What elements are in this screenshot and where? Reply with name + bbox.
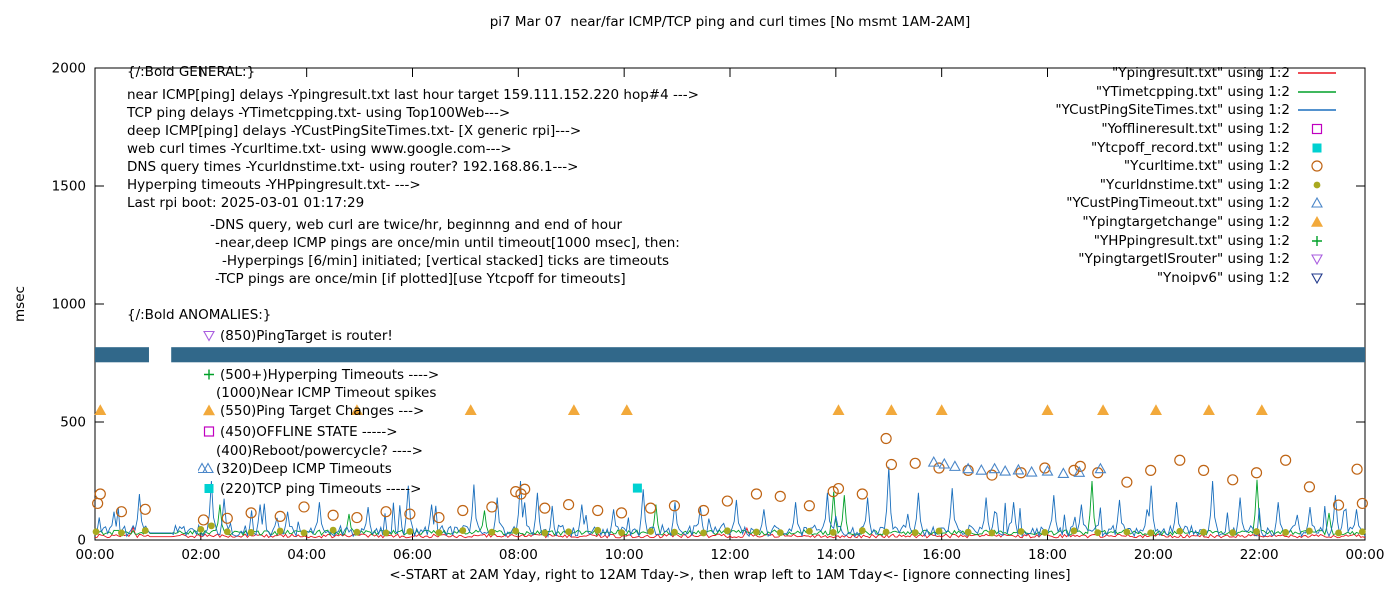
legend-item: "YCustPingSiteTimes.txt" using 1:2 [1055,101,1338,120]
x-tick-label: 12:00 [711,547,750,563]
series-line [94,466,1366,539]
legend-sample-icon [1311,123,1323,135]
legend-sample-icon [1311,254,1323,266]
y-tick-label: 500 [60,415,86,431]
x-axis-label: <-START at 2AM Yday, right to 12AM Tday-… [389,567,1071,583]
x-tick-label: 06:00 [393,547,432,563]
x-tick-label: 22:00 [1240,547,1279,563]
legend-item: "YTimetcpping.txt" using 1:2 [1055,83,1338,102]
legend-sample-icon [1311,160,1323,172]
legend-item: "YHPpingresult.txt" using 1:2 [1055,231,1338,250]
legend-label: "Yofflineresult.txt" using 1:2 [1101,121,1290,138]
x-tick-label: 04:00 [287,547,326,563]
legend-sample-icon [1312,235,1322,246]
y-tick-label: 0 [77,533,86,549]
x-tick-label: 10:00 [605,547,644,563]
y-tick-label: 2000 [52,61,86,77]
legend: "Ypingresult.txt" using 1:2 "YTimetcpping… [1055,64,1338,287]
series-line [94,525,1366,539]
legend-item: "Ynoipv6" using 1:2 [1055,269,1338,288]
legend-sample-icon [1311,273,1323,284]
legend-sample-icon [1298,91,1336,93]
legend-label: "YTimetcpping.txt" using 1:2 [1095,83,1290,100]
noipv6-timeout-band [171,347,1366,363]
legend-label: "Ypingresult.txt" using 1:2 [1112,65,1290,82]
legend-item: "Yofflineresult.txt" using 1:2 [1055,120,1338,139]
legend-label: "Ynoipv6" using 1:2 [1156,269,1290,286]
legend-item: "Ycurldnstime.txt" using 1:2 [1055,176,1338,195]
legend-sample-icon [1311,216,1323,227]
x-tick-label: 00:00 [76,547,115,563]
noipv6-timeout-band [95,347,149,363]
x-tick-label: 08:00 [499,547,538,563]
legend-sample-icon [1311,197,1323,209]
legend-sample-icon [1298,72,1336,75]
legend-label: "Ypingtargetchange" using 1:2 [1082,214,1290,231]
legend-label: "YCustPingTimeout.txt" using 1:2 [1066,195,1290,212]
x-tick-label: 20:00 [1134,547,1173,563]
legend-label: "Ycurldnstime.txt" using 1:2 [1099,176,1290,193]
y-tick-label: 1000 [52,297,86,313]
legend-item: "Ycurltime.txt" using 1:2 [1055,157,1338,176]
legend-sample-icon [1312,143,1322,153]
x-tick-label: 14:00 [816,547,855,563]
legend-item: "Ypingresult.txt" using 1:2 [1055,64,1338,83]
legend-item: "YpingtargetISrouter" using 1:2 [1055,250,1338,269]
legend-item: "Ytcpoff_record.txt" using 1:2 [1055,138,1338,157]
legend-sample-icon [1313,181,1321,189]
legend-label: "YpingtargetISrouter" using 1:2 [1078,251,1290,268]
x-tick-label: 00:00 [1346,547,1385,563]
legend-label: "Ycurltime.txt" using 1:2 [1123,158,1290,175]
chart-title: pi7 Mar 07 near/far ICMP/TCP ping and cu… [489,14,971,30]
x-tick-label: 18:00 [1028,547,1067,563]
legend-item: "YCustPingTimeout.txt" using 1:2 [1055,194,1338,213]
legend-sample-icon [1298,109,1336,112]
legend-item: "Ypingtargetchange" using 1:2 [1055,213,1338,232]
legend-label: "YCustPingSiteTimes.txt" using 1:2 [1055,102,1290,119]
legend-label: "Ytcpoff_record.txt" using 1:2 [1090,139,1290,156]
x-tick-label: 16:00 [922,547,961,563]
y-tick-label: 1500 [52,179,86,195]
x-tick-label: 02:00 [181,547,220,563]
legend-label: "YHPpingresult.txt" using 1:2 [1093,232,1290,249]
